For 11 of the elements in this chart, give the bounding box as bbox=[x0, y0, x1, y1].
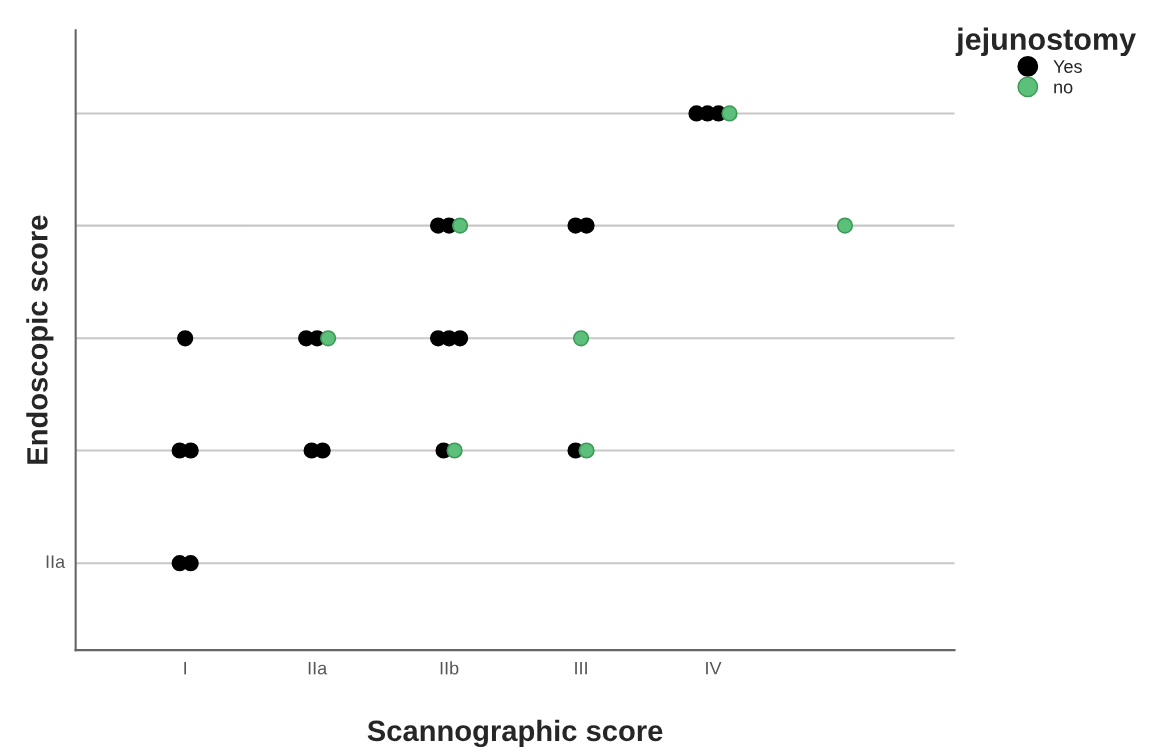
x-tick-label: IIb bbox=[440, 661, 459, 675]
x-axis-title: Scannographic score bbox=[367, 719, 663, 748]
y-axis-title: Endoscopic score bbox=[26, 215, 54, 464]
legend-title: jejunostomy bbox=[955, 27, 1136, 57]
x-tick-label: IIa bbox=[308, 661, 328, 675]
text: IIa bbox=[46, 555, 66, 569]
x-tick-label: IV bbox=[706, 661, 722, 675]
x-tick-label: III bbox=[575, 661, 587, 675]
legend-label: Yes bbox=[1053, 60, 1082, 73]
x-tick-label: I bbox=[184, 661, 187, 675]
legend-label: no bbox=[1054, 83, 1073, 94]
